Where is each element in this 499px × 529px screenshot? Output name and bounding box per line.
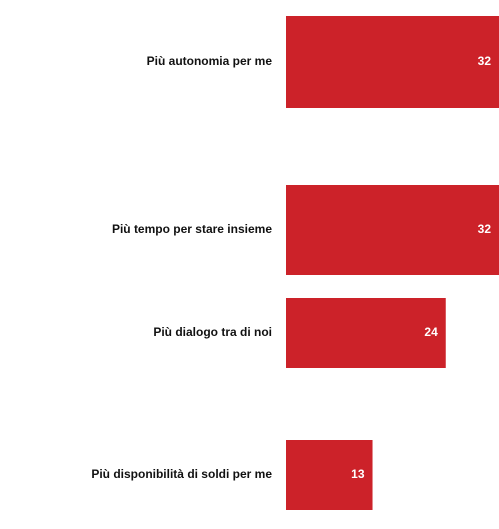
category-label: Più disponibilità di soldi per me: [91, 467, 272, 481]
category-label: Più autonomia per me: [147, 54, 273, 68]
category-label: Più tempo per stare insieme: [112, 222, 272, 236]
bar: [286, 298, 446, 368]
category-label: Più dialogo tra di noi: [153, 325, 272, 339]
value-label: 32: [478, 222, 492, 236]
bar: [286, 440, 373, 510]
bar: [286, 185, 499, 275]
bar: [286, 16, 499, 108]
value-label: 32: [478, 54, 492, 68]
value-label: 24: [424, 325, 438, 339]
value-label: 13: [351, 467, 365, 481]
